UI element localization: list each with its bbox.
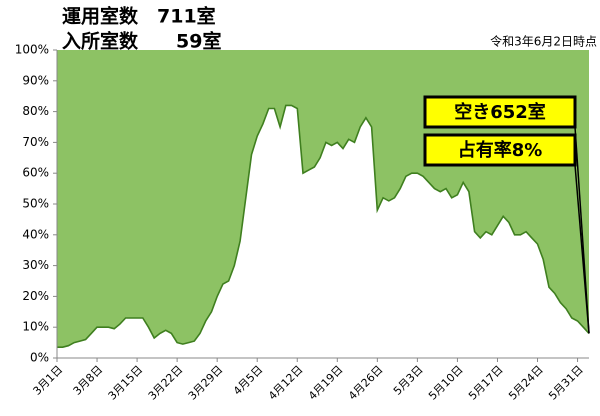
y-tick-label: 30% xyxy=(22,258,49,272)
x-tick-label: 3月15日 xyxy=(106,363,146,403)
x-tick-label: 4月19日 xyxy=(306,363,346,403)
x-tick-label: 3月8日 xyxy=(71,363,106,398)
x-tick-label: 3月29日 xyxy=(186,363,226,403)
callout-box xyxy=(423,133,577,167)
y-tick-label: 10% xyxy=(22,320,49,334)
y-tick-label: 100% xyxy=(15,43,49,57)
y-tick-label: 40% xyxy=(22,227,49,241)
x-tick-label: 5月17日 xyxy=(466,363,506,403)
x-tick-label: 3月1日 xyxy=(31,363,66,398)
y-tick-label: 0% xyxy=(30,351,49,365)
info-line: 運用室数 711室 xyxy=(62,5,216,28)
info-line: 入所室数 59室 xyxy=(62,30,221,53)
x-tick-label: 4月12日 xyxy=(266,363,306,403)
y-tick-label: 50% xyxy=(22,197,49,211)
x-tick-label: 4月5日 xyxy=(231,363,266,398)
callout-box xyxy=(423,95,577,129)
date-note: 令和3年6月2日時点 xyxy=(490,34,597,49)
area xyxy=(57,105,589,359)
x-tick-label: 5月31日 xyxy=(546,363,586,403)
x-tick-label: 5月3日 xyxy=(391,363,426,398)
x-tick-label: 4月26日 xyxy=(346,363,386,403)
y-tick-label: 60% xyxy=(22,166,49,180)
y-tick-label: 70% xyxy=(22,135,49,149)
callout-line xyxy=(574,164,590,334)
y-tick-label: 20% xyxy=(22,289,49,303)
y-tick-label: 90% xyxy=(22,73,49,87)
x-tick-label: 5月24日 xyxy=(506,363,546,403)
callout-text: 空き652室 xyxy=(454,101,546,123)
y-tick-label: 80% xyxy=(22,104,49,118)
line xyxy=(57,104,590,348)
callout-text: 占有率8% xyxy=(458,139,543,161)
x-tick-label: 5月10日 xyxy=(426,363,466,403)
x-tick-label: 3月22日 xyxy=(146,363,186,403)
